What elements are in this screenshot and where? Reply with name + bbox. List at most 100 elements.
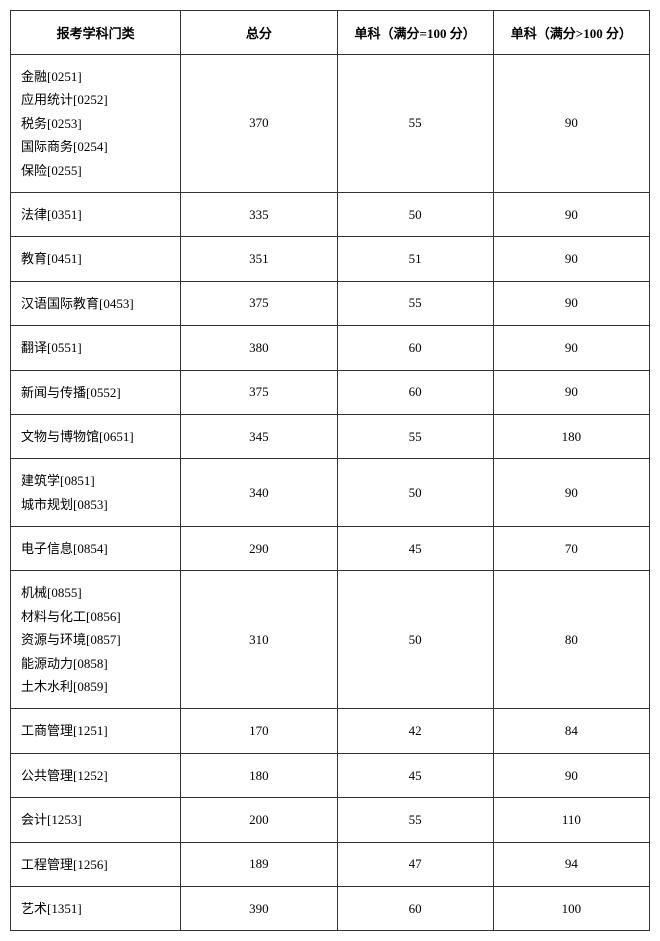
cell-singleover100: 80 <box>493 571 649 709</box>
cell-single100: 55 <box>337 798 493 842</box>
cell-category: 法律[0351] <box>11 192 181 236</box>
category-item: 能源动力[0858] <box>21 656 108 671</box>
cell-singleover100: 90 <box>493 192 649 236</box>
cell-single100: 55 <box>337 414 493 458</box>
cell-singleover100: 110 <box>493 798 649 842</box>
category-item: 工商管理[1251] <box>21 723 108 738</box>
category-item: 保险[0255] <box>21 163 82 178</box>
category-item: 建筑学[0851] <box>21 473 95 488</box>
cell-singleover100: 180 <box>493 414 649 458</box>
cell-singleover100: 90 <box>493 55 649 193</box>
table-row: 艺术[1351] 39060100 <box>11 886 650 930</box>
category-item: 国际商务[0254] <box>21 139 108 154</box>
cell-category: 新闻与传播[0552] <box>11 370 181 414</box>
cell-total: 375 <box>181 370 337 414</box>
cell-total: 351 <box>181 237 337 281</box>
cell-single100: 60 <box>337 326 493 370</box>
cell-singleover100: 90 <box>493 237 649 281</box>
category-item: 应用统计[0252] <box>21 92 108 107</box>
category-item: 资源与环境[0857] <box>21 632 121 647</box>
cell-total: 390 <box>181 886 337 930</box>
table-row: 会计[1253] 20055110 <box>11 798 650 842</box>
table-row: 文物与博物馆[0651] 34555180 <box>11 414 650 458</box>
category-item: 工程管理[1256] <box>21 857 108 872</box>
cell-category: 翻译[0551] <box>11 326 181 370</box>
cell-singleover100: 90 <box>493 281 649 325</box>
table-row: 工程管理[1256] 1894794 <box>11 842 650 886</box>
cell-single100: 51 <box>337 237 493 281</box>
category-item: 艺术[1351] <box>21 901 82 916</box>
cell-single100: 60 <box>337 886 493 930</box>
table-row: 工商管理[1251] 1704284 <box>11 709 650 753</box>
cell-total: 335 <box>181 192 337 236</box>
cell-singleover100: 90 <box>493 753 649 797</box>
cell-total: 170 <box>181 709 337 753</box>
cell-total: 180 <box>181 753 337 797</box>
category-item: 新闻与传播[0552] <box>21 385 121 400</box>
category-item: 会计[1253] <box>21 812 82 827</box>
category-item: 材料与化工[0856] <box>21 609 121 624</box>
cell-total: 290 <box>181 527 337 571</box>
cell-category: 汉语国际教育[0453] <box>11 281 181 325</box>
table-row: 金融[0251] 应用统计[0252] 税务[0253] 国际商务[0254] 保险[0… <box>11 55 650 193</box>
cell-category: 文物与博物馆[0651] <box>11 414 181 458</box>
table-header-row: 报考学科门类 总分 单科（满分=100 分） 单科（满分>100 分） <box>11 11 650 55</box>
category-item: 税务[0253] <box>21 116 82 131</box>
header-singleover100: 单科（满分>100 分） <box>493 11 649 55</box>
cell-single100: 55 <box>337 281 493 325</box>
header-total: 总分 <box>181 11 337 55</box>
cell-single100: 45 <box>337 753 493 797</box>
cell-total: 345 <box>181 414 337 458</box>
category-item: 翻译[0551] <box>21 340 82 355</box>
cell-total: 340 <box>181 459 337 527</box>
cell-total: 380 <box>181 326 337 370</box>
cell-single100: 50 <box>337 571 493 709</box>
cell-single100: 42 <box>337 709 493 753</box>
table-body: 金融[0251] 应用统计[0252] 税务[0253] 国际商务[0254] 保险[0… <box>11 55 650 931</box>
cell-category: 艺术[1351] <box>11 886 181 930</box>
category-item: 电子信息[0854] <box>21 541 108 556</box>
cell-singleover100: 90 <box>493 326 649 370</box>
category-item: 文物与博物馆[0651] <box>21 429 134 444</box>
cell-category: 金融[0251] 应用统计[0252] 税务[0253] 国际商务[0254] 保险[0… <box>11 55 181 193</box>
cell-singleover100: 84 <box>493 709 649 753</box>
cell-single100: 47 <box>337 842 493 886</box>
cell-singleover100: 94 <box>493 842 649 886</box>
cell-single100: 50 <box>337 459 493 527</box>
cell-category: 电子信息[0854] <box>11 527 181 571</box>
table-row: 新闻与传播[0552]3756090 <box>11 370 650 414</box>
header-category: 报考学科门类 <box>11 11 181 55</box>
cell-category: 工商管理[1251] <box>11 709 181 753</box>
table-row: 汉语国际教育[0453]3755590 <box>11 281 650 325</box>
table-row: 法律[0351] 3355090 <box>11 192 650 236</box>
cell-singleover100: 100 <box>493 886 649 930</box>
cell-single100: 45 <box>337 527 493 571</box>
cell-category: 会计[1253] <box>11 798 181 842</box>
table-row: 电子信息[0854] 2904570 <box>11 527 650 571</box>
cell-total: 370 <box>181 55 337 193</box>
cell-total: 189 <box>181 842 337 886</box>
table-row: 教育[0451]3515190 <box>11 237 650 281</box>
table-row: 翻译[0551] 3806090 <box>11 326 650 370</box>
cell-category: 公共管理[1252] <box>11 753 181 797</box>
cell-category: 工程管理[1256] <box>11 842 181 886</box>
category-item: 金融[0251] <box>21 69 82 84</box>
cell-total: 310 <box>181 571 337 709</box>
table-row: 机械[0855] 材料与化工[0856] 资源与环境[0857] 能源动力[0858]… <box>11 571 650 709</box>
cell-singleover100: 90 <box>493 459 649 527</box>
category-item: 法律[0351] <box>21 207 82 222</box>
cell-singleover100: 90 <box>493 370 649 414</box>
cell-category: 建筑学[0851]城市规划[0853] <box>11 459 181 527</box>
cell-single100: 50 <box>337 192 493 236</box>
cell-single100: 55 <box>337 55 493 193</box>
cell-singleover100: 70 <box>493 527 649 571</box>
category-item: 机械[0855] <box>21 585 82 600</box>
score-table: 报考学科门类 总分 单科（满分=100 分） 单科（满分>100 分） 金融[0… <box>10 10 650 931</box>
cell-total: 375 <box>181 281 337 325</box>
table-row: 建筑学[0851]城市规划[0853]3405090 <box>11 459 650 527</box>
category-item: 土木水利[0859] <box>21 679 108 694</box>
category-item: 公共管理[1252] <box>21 768 108 783</box>
table-row: 公共管理[1252] 1804590 <box>11 753 650 797</box>
cell-total: 200 <box>181 798 337 842</box>
header-single100: 单科（满分=100 分） <box>337 11 493 55</box>
